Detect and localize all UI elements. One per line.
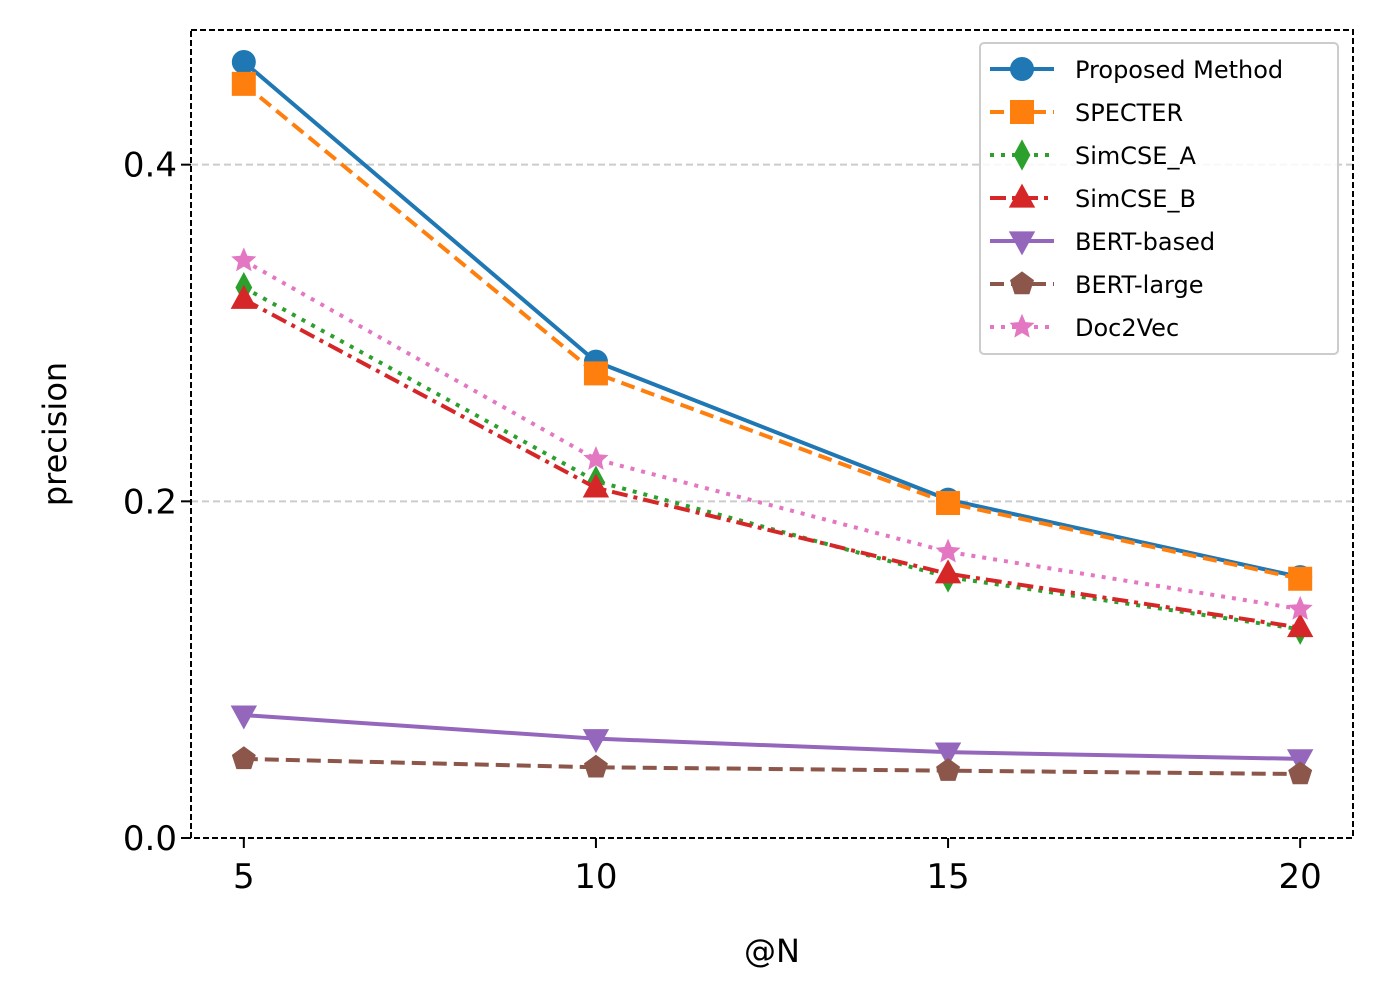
series-line-specter xyxy=(242,82,1301,581)
x-tick-label: 15 xyxy=(926,857,969,897)
legend-marker-simcse-a xyxy=(1013,139,1031,171)
data-point-bert-large xyxy=(583,754,608,778)
legend: Proposed Method SPECTER SimCSE_A SimCSE_B BE… xyxy=(979,42,1339,355)
data-point-specter xyxy=(583,361,608,386)
data-point-simcse-b xyxy=(934,559,962,584)
series-line-simcse-b xyxy=(242,297,1301,630)
axes: 0.0 0.2 0.4 5 10 15 20 xyxy=(123,146,1322,897)
y-tick-label: 0.0 xyxy=(123,819,177,859)
plot-frame xyxy=(190,29,1354,839)
data-point-doc2vec xyxy=(935,538,961,563)
x-tick-label: 10 xyxy=(574,857,617,897)
data-point-bert-large xyxy=(231,746,256,770)
legend-label-doc2vec: Doc2Vec xyxy=(1075,314,1179,342)
series-line-bert-large xyxy=(243,756,1301,777)
data-point-bert-based xyxy=(582,729,610,754)
data-point-doc2vec xyxy=(231,247,257,272)
data-point-bert-based xyxy=(230,705,258,730)
data-point-bert-large xyxy=(936,758,961,781)
legend-box xyxy=(979,42,1339,355)
data-point-simcse-b xyxy=(582,473,610,498)
data-point-simcse-b xyxy=(1286,613,1314,638)
data-point-bert-based xyxy=(1286,749,1314,774)
legend-marker-bert-large xyxy=(1010,271,1034,295)
series-line-doc2vec xyxy=(242,258,1301,612)
data-point-specter xyxy=(1288,566,1313,591)
y-axis-label: precision xyxy=(36,362,74,506)
legend-label-bert-based: BERT-based xyxy=(1075,228,1215,256)
series-line-proposed-method xyxy=(242,60,1301,580)
legend-marker-bert-based xyxy=(1008,231,1036,256)
legend-marker-proposed-method xyxy=(1010,57,1034,81)
legend-label-proposed-method: Proposed Method xyxy=(1075,56,1283,84)
series-line-bert-based xyxy=(243,713,1301,761)
data-point-proposed-method xyxy=(231,49,256,74)
legend-label-specter: SPECTER xyxy=(1075,99,1183,127)
series-group xyxy=(230,49,1314,785)
x-tick-label: 5 xyxy=(233,857,255,897)
y-tick-label: 0.2 xyxy=(123,482,177,522)
legend-label-simcse-b: SimCSE_B xyxy=(1075,185,1196,213)
legend-label-bert-large: BERT-large xyxy=(1075,271,1204,299)
data-point-bert-based xyxy=(934,742,962,767)
legend-marker-doc2vec xyxy=(1009,313,1035,338)
x-tick-label: 20 xyxy=(1279,857,1322,897)
data-point-bert-large xyxy=(1288,761,1313,785)
data-point-simcse-b xyxy=(230,284,258,309)
x-axis-label: @N xyxy=(744,932,800,970)
data-point-specter xyxy=(936,491,961,516)
legend-marker-specter xyxy=(1010,100,1034,124)
data-point-doc2vec xyxy=(583,446,609,470)
data-point-doc2vec xyxy=(1287,595,1313,620)
legend-label-simcse-a: SimCSE_A xyxy=(1075,142,1196,170)
y-tick-label: 0.4 xyxy=(123,146,177,186)
legend-marker-simcse-b xyxy=(1008,183,1036,208)
data-point-specter xyxy=(231,71,256,96)
